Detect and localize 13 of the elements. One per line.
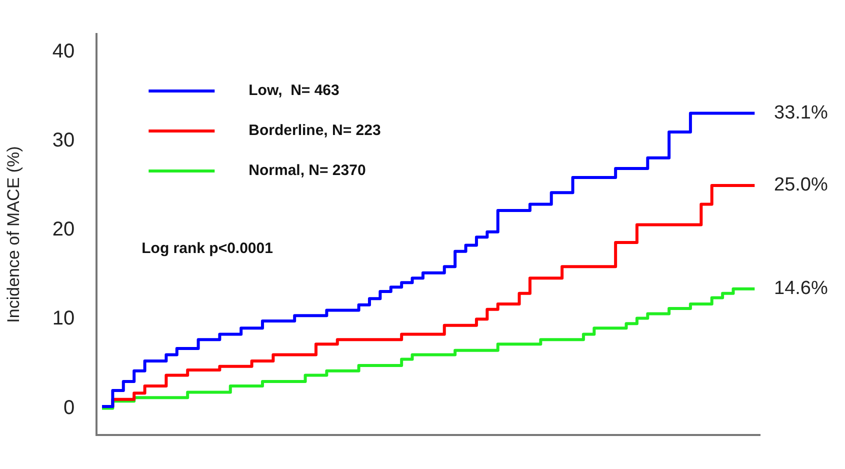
y-tick-label: 30 <box>52 129 75 152</box>
text: 14.6% <box>774 278 828 300</box>
text: 33.1% <box>774 102 828 124</box>
legend-label: Normal, N= 2370 <box>248 162 366 180</box>
y-tick-label: 0 <box>64 396 75 419</box>
y-axis-title: Incidence of MACE (%) <box>4 146 23 323</box>
text: 25.0% <box>774 174 828 196</box>
y-tick-label: 10 <box>52 308 75 330</box>
legend-label: Low, N= 463 <box>248 82 340 100</box>
y-tick-label: 40 <box>52 40 75 62</box>
legend-label: Borderline, N= 223 <box>248 122 381 140</box>
y-tick-label: 20 <box>52 218 75 241</box>
annotation: Log rank p<0.0001 <box>142 240 273 258</box>
